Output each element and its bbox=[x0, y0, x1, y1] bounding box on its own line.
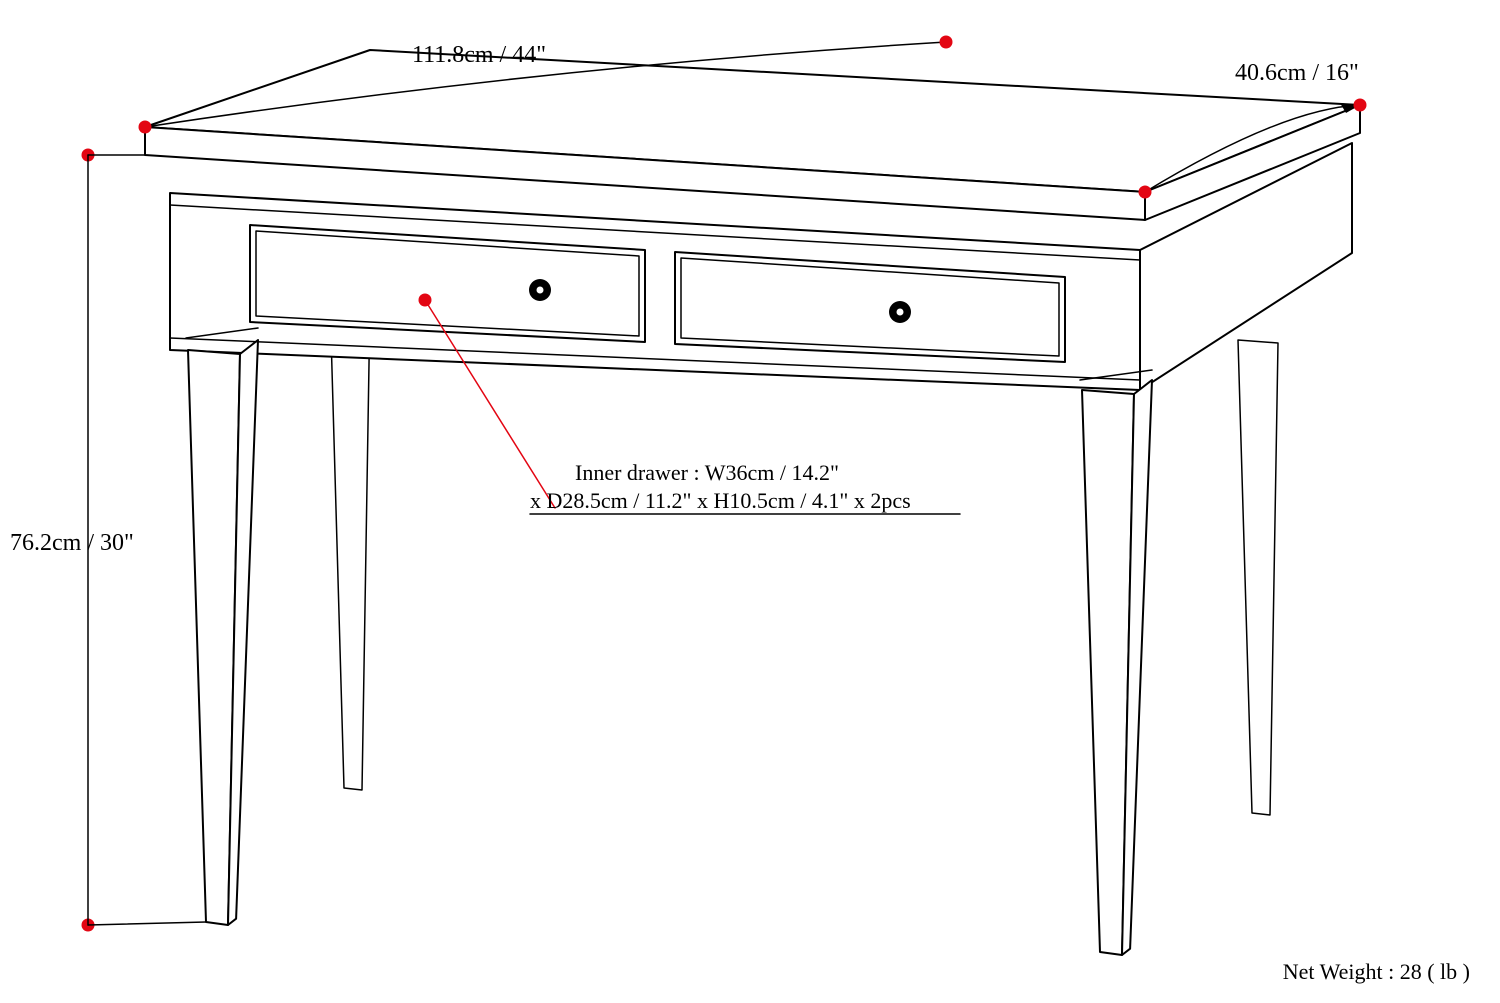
dim-marker-depth-a bbox=[1139, 186, 1152, 199]
drawer-callout-line2: x D28.5cm / 11.2" x H10.5cm / 4.1" x 2pc… bbox=[530, 488, 911, 514]
knob-left-hole bbox=[537, 287, 544, 294]
dim-depth-label: 40.6cm / 16" bbox=[1235, 60, 1359, 87]
dim-width-label: 111.8cm / 44" bbox=[412, 42, 546, 69]
knob-right-hole bbox=[897, 309, 904, 316]
dim-ext-bottom bbox=[88, 922, 206, 925]
dim-marker-depth-b bbox=[1354, 99, 1367, 112]
leg-back-left bbox=[330, 300, 370, 790]
dim-marker-width-a bbox=[139, 121, 152, 134]
dim-marker-width-b bbox=[940, 36, 953, 49]
net-weight-label: Net Weight : 28 ( lb ) bbox=[1283, 959, 1470, 985]
dim-height-label: 76.2cm / 30" bbox=[10, 530, 134, 557]
leg-back-right bbox=[1238, 340, 1278, 815]
drawer-callout-line1: Inner drawer : W36cm / 14.2" bbox=[575, 460, 839, 486]
front-legs-group bbox=[188, 340, 1152, 955]
